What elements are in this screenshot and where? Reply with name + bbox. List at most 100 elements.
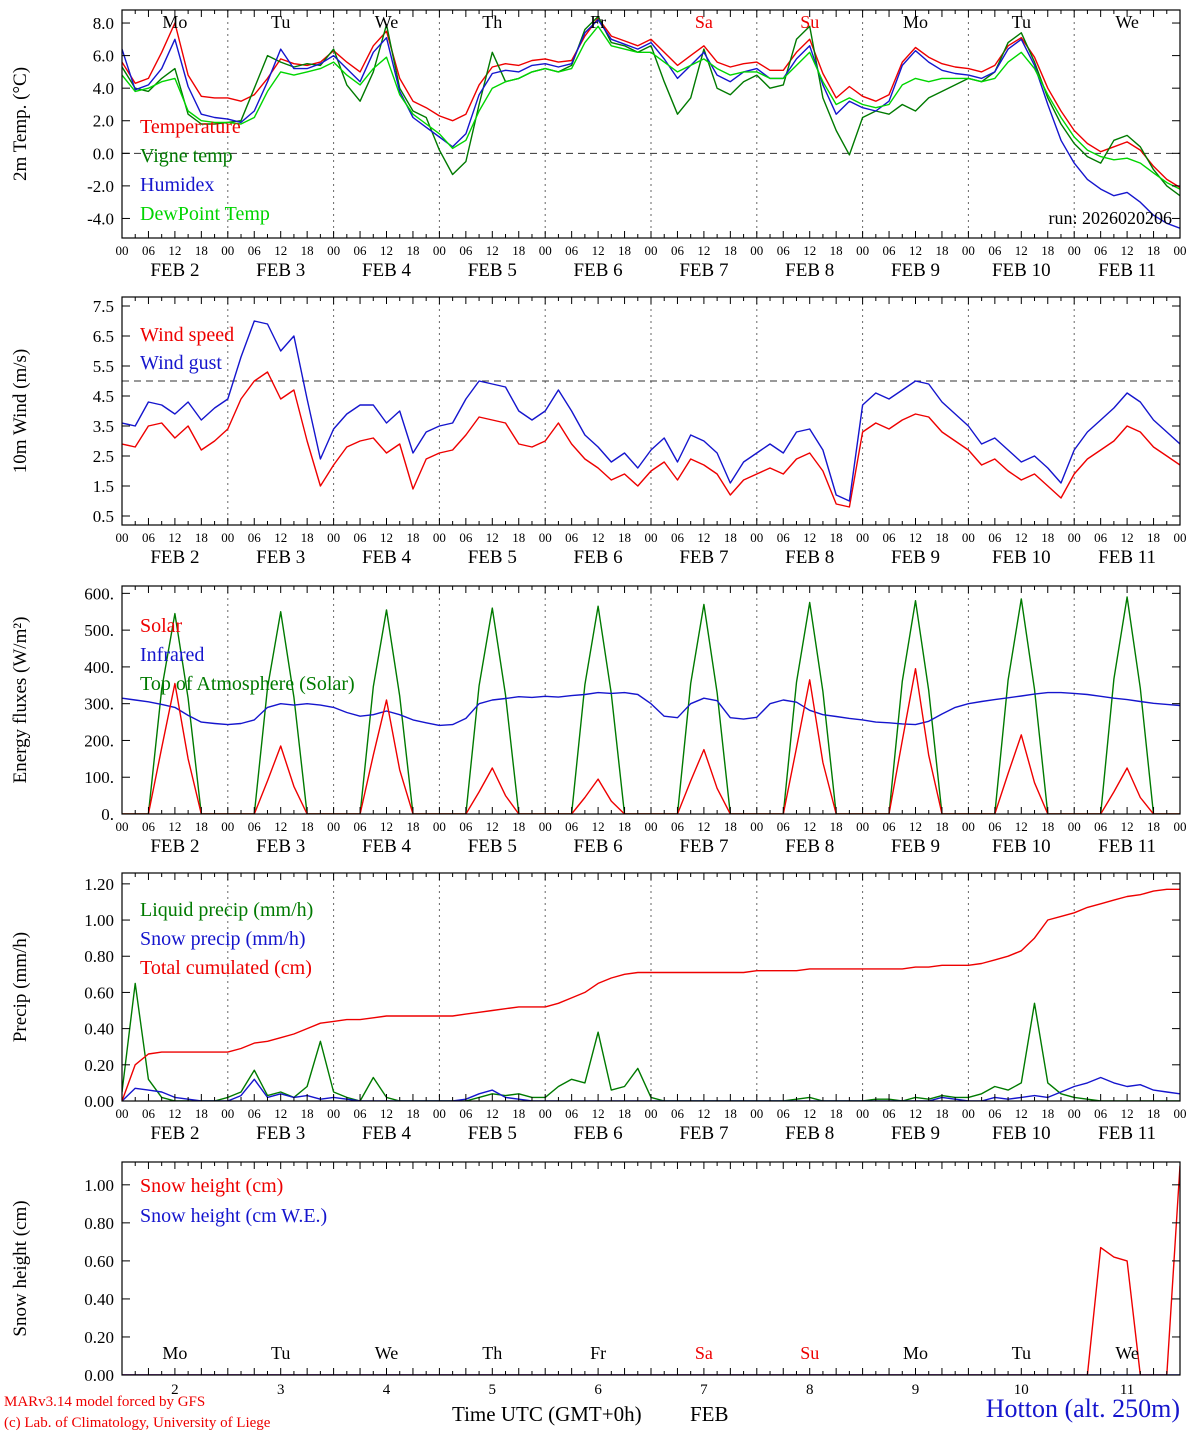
x-tick-label: 00 [962,1106,975,1121]
x-tick-label: 00 [327,530,340,545]
x-tick-label: 18 [195,819,208,834]
day-label: FEB 5 [468,260,517,281]
x-tick-label: 18 [935,1106,948,1121]
y-tick-label: 1.00 [84,911,114,930]
day-label: FEB 10 [992,260,1051,281]
x-tick-label: 12 [1015,243,1028,258]
x-tick-label: 12 [380,530,393,545]
x-tick-label: 06 [988,243,1002,258]
x-tick-label: 00 [116,1106,129,1121]
day-number: 4 [383,1382,391,1395]
credit-line-2: (c) Lab. of Climatology, University of L… [4,1415,271,1431]
day-label: FEB 10 [992,1123,1051,1144]
x-tick-label: 18 [1147,1106,1160,1121]
x-tick-label: 00 [856,1106,869,1121]
x-tick-label: 18 [301,243,314,258]
x-tick-label: 18 [830,530,843,545]
y-tick-label: 0.40 [84,1020,114,1039]
x-tick-label: 12 [1121,530,1134,545]
panel-wind: 7.56.55.54.53.52.51.50.500 06 12 18 00 06 12 18… [10,296,1187,568]
x-tick-label: 06 [459,1106,473,1121]
day-number: 5 [489,1382,497,1395]
day-number: 9 [912,1382,920,1395]
x-tick-label: 00 [221,1106,234,1121]
day-label: FEB 8 [785,1123,834,1144]
series-humidex [122,19,1180,229]
x-tick-label: 00 [539,243,552,258]
weekday-label: Mo [162,1343,187,1363]
x-tick-label: 12 [803,819,816,834]
x-tick-label: 18 [618,1106,631,1121]
x-tick-label: 18 [724,530,737,545]
day-label: FEB 11 [1098,1123,1156,1144]
legend-dewpoint-temp: DewPoint Temp [140,203,270,225]
legend-humidex: Humidex [140,174,214,196]
x-tick-label: 06 [248,243,262,258]
x-tick-label: 06 [671,1106,685,1121]
y-tick-label: 200. [84,731,114,750]
panel-snow-height: 1.00 0.80 0.60 0.40 0.20 0.00 2 Mo 3 Tu 4 We 5 Th 6 Fr 7… [10,1161,1181,1395]
x-tick-label: 06 [248,1106,262,1121]
x-tick-label: 00 [433,1106,446,1121]
day-number: 6 [594,1382,602,1395]
x-tick-label: 12 [697,530,710,545]
x-tick-label: 18 [1147,819,1160,834]
x-tick-label: 00 [539,530,552,545]
x-tick-label: 06 [142,1106,156,1121]
x-tick-label: 12 [803,530,816,545]
y-tick-label: -4.0 [87,209,114,228]
y-tick-label: 2.5 [93,447,114,466]
x-tick-label: 06 [671,819,685,834]
series-snow-precip [122,1076,1180,1101]
series-group [122,320,1180,508]
x-tick-label: 18 [935,530,948,545]
y-tick-label: 6.5 [93,327,114,346]
x-tick-label: 18 [406,1106,419,1121]
day-label: FEB 2 [150,836,199,857]
x-tick-label: 12 [168,530,181,545]
x-tick-label: 00 [1068,819,1081,834]
y-tick-label: 400. [84,658,114,677]
y-axis-label: 2m Temp. (°C) [10,67,31,181]
x-tick-label: 00 [1174,819,1187,834]
x-tick-label: 00 [750,819,763,834]
series-group [122,15,1180,229]
x-tick-label: 00 [433,819,446,834]
day-label: FEB 4 [362,547,412,568]
legend-snow-height-cm-w-e: Snow height (cm W.E.) [140,1205,327,1227]
y-tick-label: 0.60 [84,983,114,1002]
legend-snow-precip-mm-h: Snow precip (mm/h) [140,928,306,950]
x-tick-label: 00 [221,819,234,834]
weekday-label: Sa [695,1343,713,1363]
day-label: FEB 6 [574,547,623,568]
x-tick-label: 00 [962,819,975,834]
x-tick-label: 00 [856,243,869,258]
x-tick-label: 18 [301,530,314,545]
x-tick-label: 06 [565,530,579,545]
y-axis-label: 10m Wind (m/s) [10,349,31,474]
day-label: FEB 5 [468,836,517,857]
legend-top-of-atmosphere-solar: Top of Atmosphere (Solar) [140,673,355,695]
legend-vigne-temp: Vigne temp [140,145,233,167]
x-axis-month: FEB [690,1402,729,1426]
x-tick-label: 12 [803,243,816,258]
x-tick-label: 06 [565,819,579,834]
weekday-label: Mo [903,1343,928,1363]
x-tick-label: 06 [354,530,368,545]
x-tick-label: 00 [539,1106,552,1121]
day-label: FEB 4 [362,836,412,857]
x-tick-label: 18 [1041,819,1054,834]
day-label: FEB 10 [992,836,1051,857]
x-tick-label: 12 [803,1106,816,1121]
x-tick-label: 00 [433,530,446,545]
day-label: FEB 2 [150,547,199,568]
x-tick-label: 00 [750,243,763,258]
series-infrared [122,691,1180,727]
day-label: FEB 11 [1098,836,1156,857]
x-tick-label: 06 [777,1106,791,1121]
day-label: FEB 4 [362,1123,412,1144]
x-tick-label: 06 [988,819,1002,834]
day-label: FEB 8 [785,260,834,281]
